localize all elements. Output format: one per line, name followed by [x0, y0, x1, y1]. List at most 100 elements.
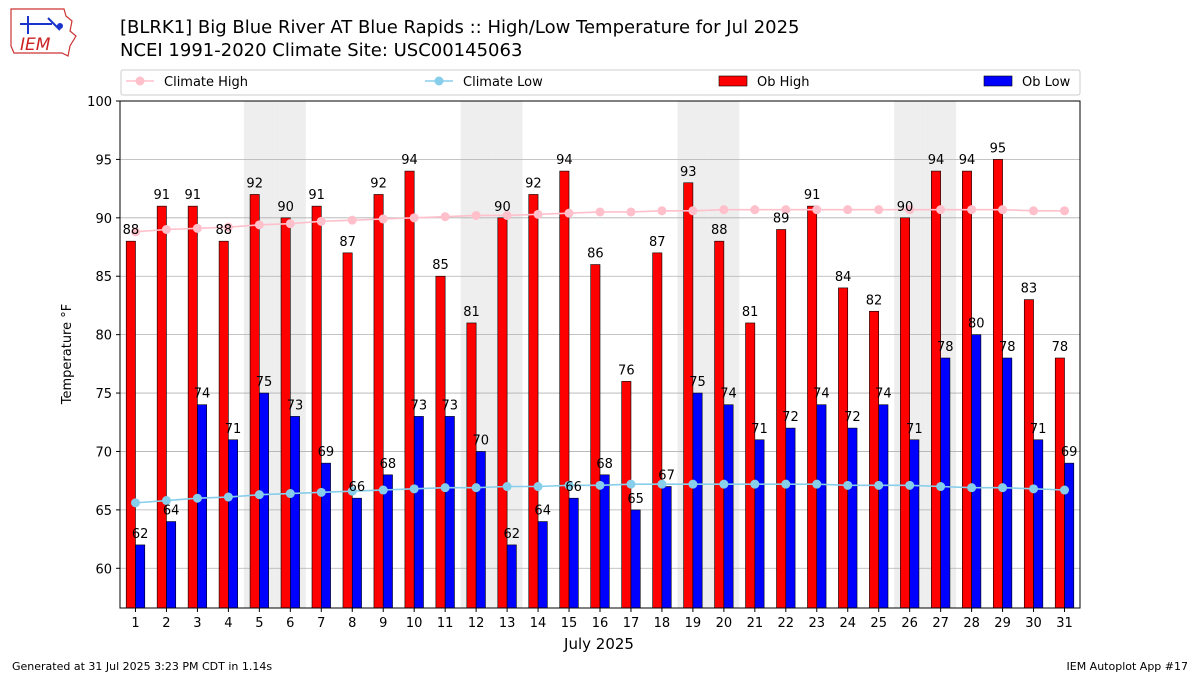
ob-low-bar-day-28 — [971, 334, 982, 609]
climate-high-point-day-2 — [161, 225, 171, 235]
climate-high-point-day-7 — [316, 216, 326, 226]
ob-low-bar-day-7 — [320, 462, 331, 609]
climate-high-point-day-4 — [223, 222, 233, 232]
x-tick-label-8: 8 — [348, 616, 356, 631]
ob-low-bar-day-9 — [382, 474, 393, 609]
climate-low-point-day-2 — [161, 496, 171, 506]
climate-high-point-day-26 — [905, 205, 915, 215]
climate-low-point-day-27 — [936, 482, 946, 492]
chart-title: [BLRK1] Big Blue River AT Blue Rapids ::… — [120, 17, 800, 38]
ob-high-label-day-14: 92 — [525, 176, 542, 191]
ob-high-bar-day-16 — [590, 264, 601, 609]
climate-low-point-day-14 — [533, 482, 543, 492]
climate-high-point-day-19 — [688, 206, 698, 216]
ob-high-label-day-13: 90 — [494, 200, 511, 215]
climate-high-point-day-28 — [967, 205, 977, 215]
ob-high-bar-day-28 — [962, 170, 972, 609]
legend: Climate High Climate Low Ob High Ob Low — [120, 69, 1081, 96]
ob-high-bar-day-27 — [931, 170, 941, 609]
ob-low-bar-day-5 — [259, 392, 269, 609]
ob-low-label-day-19: 75 — [689, 375, 706, 390]
ob-low-bar-day-1 — [135, 544, 146, 609]
climate-high-point-day-20 — [719, 205, 729, 215]
legend-ob-low-swatch — [983, 75, 1013, 87]
x-tick-label-4: 4 — [224, 616, 232, 631]
ob-high-bar-day-13 — [497, 217, 508, 609]
ob-high-bar-day-1 — [125, 240, 136, 609]
ob-high-label-day-15: 94 — [556, 153, 573, 168]
ob-high-bar-day-5 — [249, 194, 260, 609]
ob-low-label-day-5: 75 — [256, 375, 273, 390]
ob-low-label-day-14: 64 — [534, 504, 551, 519]
y-tick-label-60: 60 — [95, 562, 112, 577]
climate-high-point-day-6 — [285, 219, 295, 229]
ob-high-bar-day-19 — [683, 182, 694, 609]
ob-low-bar-day-16 — [599, 474, 610, 609]
app-id: IEM Autoplot App #17 — [1066, 660, 1189, 673]
ob-low-bar-day-15 — [568, 497, 579, 609]
ob-high-bar-day-15 — [559, 170, 570, 609]
x-tick-label-20: 20 — [716, 616, 733, 631]
ob-low-label-day-16: 68 — [596, 457, 613, 472]
climate-lines — [130, 205, 1070, 508]
ob-low-bar-day-4 — [228, 439, 238, 609]
ob-high-bar-day-26 — [900, 217, 910, 609]
ob-low-label-day-29: 78 — [999, 340, 1016, 355]
y-tick-label-65: 65 — [95, 504, 112, 519]
climate-low-point-day-19 — [688, 479, 698, 489]
ob-low-label-day-20: 74 — [720, 387, 737, 402]
y-tick-label-85: 85 — [95, 270, 112, 285]
x-tick-label-22: 22 — [778, 616, 795, 631]
ob-high-label-day-4: 88 — [215, 223, 232, 238]
x-tick-label-7: 7 — [317, 616, 325, 631]
ob-low-bar-day-8 — [351, 497, 362, 609]
climate-high-point-day-12 — [471, 210, 481, 220]
ob-low-bar-day-24 — [847, 427, 858, 609]
ob-low-bar-day-31 — [1064, 462, 1075, 609]
climate-low-point-day-26 — [905, 480, 915, 490]
climate-low-point-day-10 — [409, 484, 419, 494]
climate-low-point-day-25 — [874, 480, 884, 490]
legend-climate-high-marker — [135, 76, 145, 86]
x-axis-label: July 2025 — [563, 635, 634, 653]
climate-low-point-day-12 — [471, 483, 481, 493]
x-tick-label-16: 16 — [592, 616, 609, 631]
ob-low-bar-day-21 — [754, 439, 765, 609]
ob-low-label-day-7: 69 — [318, 445, 335, 460]
ob-low-bar-day-2 — [166, 521, 177, 609]
ob-low-label-day-26: 71 — [906, 422, 923, 437]
ob-low-bar-day-26 — [909, 439, 920, 609]
climate-high-point-day-29 — [998, 205, 1008, 215]
ob-low-bar-day-20 — [723, 404, 734, 609]
climate-low-point-day-31 — [1060, 485, 1070, 495]
climate-low-point-day-1 — [130, 498, 140, 508]
climate-high-point-day-10 — [409, 213, 419, 223]
y-tick-label-75: 75 — [95, 387, 112, 402]
climate-high-point-day-17 — [626, 207, 636, 217]
ob-high-bar-day-25 — [869, 310, 880, 609]
y-tick-label-80: 80 — [95, 329, 112, 344]
ob-high-label-day-23: 91 — [804, 188, 821, 203]
x-tick-label-30: 30 — [1025, 616, 1042, 631]
ob-high-label-day-12: 81 — [463, 305, 480, 320]
ob-high-label-day-22: 89 — [773, 212, 790, 227]
legend-climate-high-label: Climate High — [164, 75, 248, 90]
ob-high-label-day-31: 78 — [1052, 340, 1069, 355]
ob-high-bar-day-8 — [342, 252, 353, 609]
climate-low-point-day-11 — [440, 483, 450, 493]
legend-ob-high-swatch — [718, 75, 748, 87]
x-tick-label-14: 14 — [530, 616, 547, 631]
ob-high-label-day-18: 87 — [649, 235, 666, 250]
ob-low-label-day-17: 65 — [627, 492, 644, 507]
climate-low-point-day-7 — [316, 487, 326, 497]
y-tick-label-100: 100 — [87, 95, 112, 110]
climate-low-point-day-18 — [657, 479, 667, 489]
ob-low-bar-day-30 — [1033, 439, 1044, 609]
legend-climate-low-label: Climate Low — [463, 75, 543, 90]
ob-low-label-day-24: 72 — [844, 410, 861, 425]
ob-high-label-day-26: 90 — [897, 200, 914, 215]
ob-high-label-day-3: 91 — [185, 188, 202, 203]
climate-low-point-day-8 — [347, 486, 357, 496]
ob-high-bar-day-12 — [466, 322, 477, 609]
